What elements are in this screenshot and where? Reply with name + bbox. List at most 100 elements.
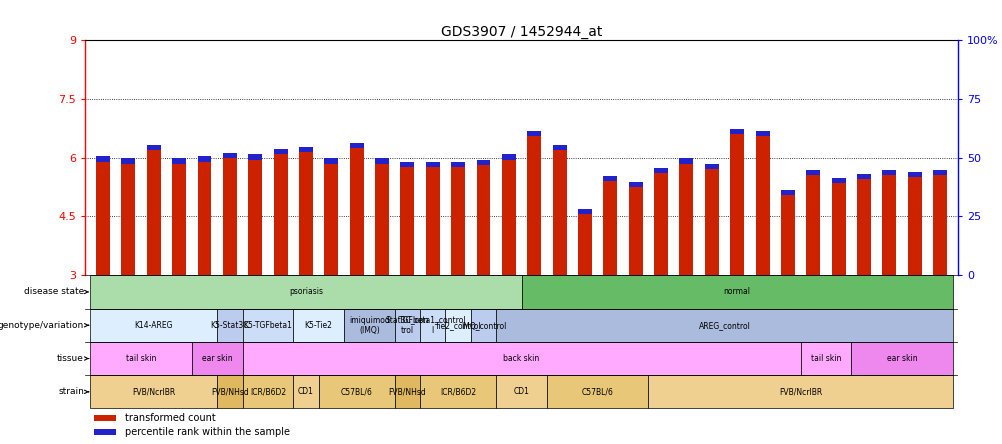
Bar [299, 152, 313, 275]
Bar [907, 177, 921, 275]
Bar [350, 148, 364, 275]
Text: tissue: tissue [57, 354, 84, 363]
Text: K5-Stat3C: K5-Stat3C [210, 321, 248, 330]
Text: K14-AREG: K14-AREG [134, 321, 172, 330]
Bar [242, 375, 293, 408]
Text: disease state: disease state [24, 287, 84, 297]
Bar [274, 149, 288, 154]
Bar [729, 134, 743, 275]
Bar [476, 166, 490, 275]
Text: normal: normal [723, 287, 749, 297]
Bar [552, 145, 566, 150]
Bar [831, 183, 845, 275]
Bar [704, 170, 718, 275]
Bar [426, 167, 439, 275]
Text: ICR/B6D2: ICR/B6D2 [249, 387, 286, 396]
Bar [704, 164, 718, 170]
Bar [324, 163, 338, 275]
Text: IMQ_control: IMQ_control [460, 321, 506, 330]
Bar [781, 195, 795, 275]
Bar [400, 167, 414, 275]
Bar [781, 190, 795, 195]
Bar [222, 158, 236, 275]
Bar [496, 375, 546, 408]
Bar [247, 159, 262, 275]
Bar [242, 309, 293, 342]
Bar [420, 309, 445, 342]
Text: tail skin: tail skin [125, 354, 156, 363]
Text: CD1: CD1 [513, 387, 529, 396]
Bar [395, 309, 420, 342]
Bar [172, 163, 186, 275]
Bar [653, 173, 667, 275]
Title: GDS3907 / 1452944_at: GDS3907 / 1452944_at [441, 25, 601, 39]
Bar [603, 181, 616, 275]
Text: Stat3C_con
trol: Stat3C_con trol [386, 316, 429, 335]
Bar [375, 163, 389, 275]
Bar [907, 172, 921, 177]
Bar [217, 309, 242, 342]
Bar [375, 159, 389, 163]
Text: strain: strain [58, 387, 84, 396]
Text: imiquimod
(IMQ): imiquimod (IMQ) [349, 316, 390, 335]
Text: TGFbeta1_control
l: TGFbeta1_control l [399, 316, 466, 335]
Text: tail skin: tail skin [810, 354, 841, 363]
Bar [800, 342, 851, 375]
Text: FVB/NHsd: FVB/NHsd [388, 387, 426, 396]
Text: K5-Tie2: K5-Tie2 [305, 321, 333, 330]
Bar [191, 342, 242, 375]
Bar [445, 309, 470, 342]
Bar [932, 170, 946, 175]
Text: AREG_control: AREG_control [697, 321, 749, 330]
Bar [856, 174, 870, 179]
Bar [729, 129, 743, 134]
Bar [350, 143, 364, 148]
Bar [146, 150, 160, 275]
Bar [653, 168, 667, 173]
Bar [603, 176, 616, 181]
Bar [678, 163, 692, 275]
Bar [882, 175, 896, 275]
Text: FVB/NHsd: FVB/NHsd [210, 387, 248, 396]
Bar [501, 155, 515, 159]
Text: K5-TGFbeta1: K5-TGFbeta1 [243, 321, 292, 330]
Bar [546, 375, 647, 408]
Bar [856, 179, 870, 275]
Bar [293, 375, 319, 408]
Bar [299, 147, 313, 152]
Bar [577, 214, 591, 275]
Bar [96, 162, 110, 275]
Bar [521, 275, 952, 309]
Bar [274, 154, 288, 275]
Bar [806, 175, 820, 275]
Bar [678, 159, 692, 163]
Bar [94, 415, 115, 421]
Bar [344, 309, 395, 342]
Bar [851, 342, 952, 375]
Bar [222, 153, 236, 158]
Bar [90, 275, 521, 309]
Bar [755, 136, 769, 275]
Bar [628, 182, 642, 187]
Bar [121, 159, 135, 163]
Bar [197, 156, 211, 162]
Bar [90, 342, 191, 375]
Text: C57BL/6: C57BL/6 [581, 387, 613, 396]
Bar [476, 160, 490, 166]
Bar [806, 170, 820, 175]
Bar [395, 375, 420, 408]
Bar [90, 309, 217, 342]
Bar [293, 309, 344, 342]
Text: ear skin: ear skin [201, 354, 232, 363]
Bar [577, 210, 591, 214]
Bar [628, 187, 642, 275]
Bar [96, 156, 110, 162]
Text: psoriasis: psoriasis [289, 287, 323, 297]
Bar [426, 163, 439, 167]
Bar [217, 375, 242, 408]
Text: ear skin: ear skin [886, 354, 917, 363]
Bar [552, 150, 566, 275]
Bar [501, 159, 515, 275]
Bar [932, 175, 946, 275]
Bar [451, 163, 465, 167]
